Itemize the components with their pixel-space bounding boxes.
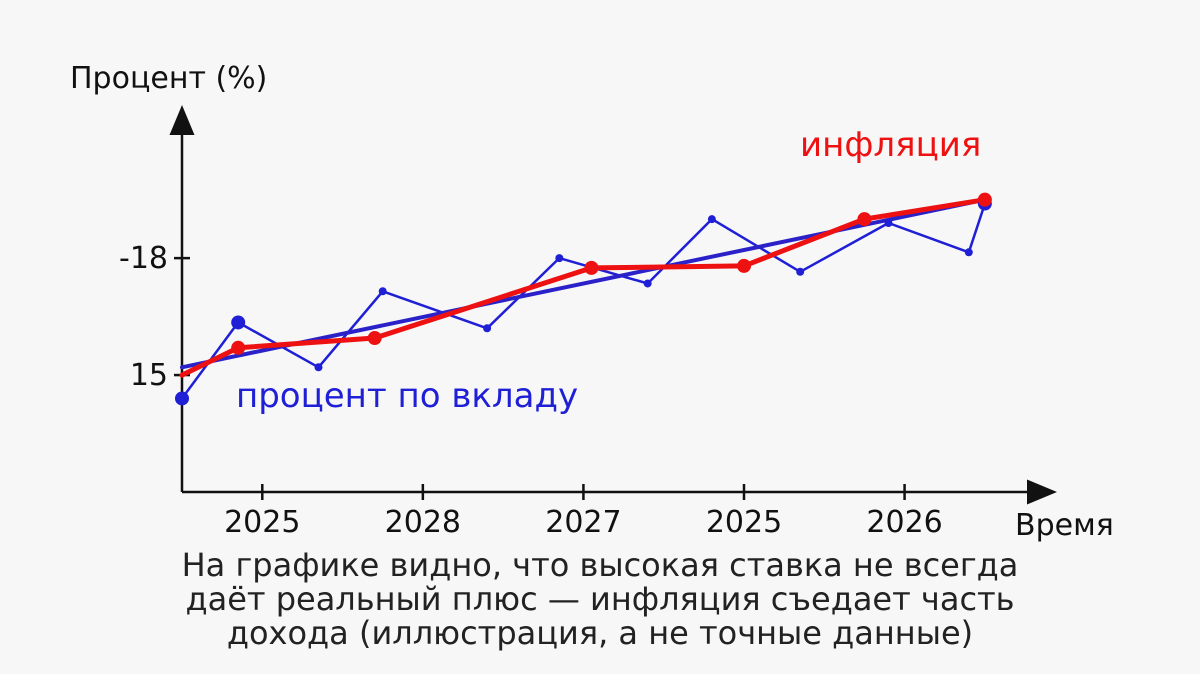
deposit-point	[555, 254, 564, 263]
deposit-point	[378, 287, 387, 296]
deposit-marker	[175, 391, 189, 406]
inflation-marker	[977, 192, 992, 207]
x-tick-label: 2027	[545, 505, 621, 540]
inflation-marker	[231, 340, 246, 355]
deposit-point	[884, 219, 893, 228]
series-group	[179, 197, 988, 400]
inflation-marker	[584, 260, 599, 275]
caption-line: даёт реальный плюс — инфляция съедает ча…	[185, 580, 1015, 618]
x-axis-label: Время	[1015, 508, 1114, 543]
x-tick-label: 2028	[385, 505, 461, 540]
deposit-marker	[231, 315, 246, 330]
deposit-point	[707, 215, 716, 224]
inflation-marker	[367, 331, 382, 346]
y-tick-label: 15	[130, 358, 168, 393]
y-axis-label: Процент (%)	[70, 61, 267, 96]
x-tick-label: 2025	[706, 505, 782, 540]
y-ticks: -18 15	[119, 241, 190, 393]
y-tick-label: -18	[119, 241, 168, 276]
deposit-point	[643, 279, 652, 288]
caption-line: дохода (иллюстрация, а не точные данные)	[226, 614, 974, 652]
inflation-marker	[857, 212, 872, 227]
markers-group	[175, 192, 992, 406]
caption: На графике видно, что высокая ставка не …	[0, 548, 1200, 650]
inflation-label: инфляция	[800, 125, 981, 165]
deposit-point	[314, 363, 323, 372]
caption-line: На графике видно, что высокая ставка не …	[181, 546, 1019, 584]
x-tick-label: 2026	[866, 505, 942, 540]
deposit-point	[483, 324, 492, 333]
deposit-point	[796, 267, 805, 276]
inflation-marker	[737, 258, 751, 273]
deposit-label: процент по вкладу	[236, 376, 578, 416]
deposit-point	[964, 248, 973, 257]
series-line-zigzag	[180, 202, 987, 400]
x-ticks: 2025 2028 2027 2025 2026	[224, 484, 943, 540]
x-tick-label: 2025	[224, 505, 300, 540]
series-line-trend	[180, 197, 987, 370]
